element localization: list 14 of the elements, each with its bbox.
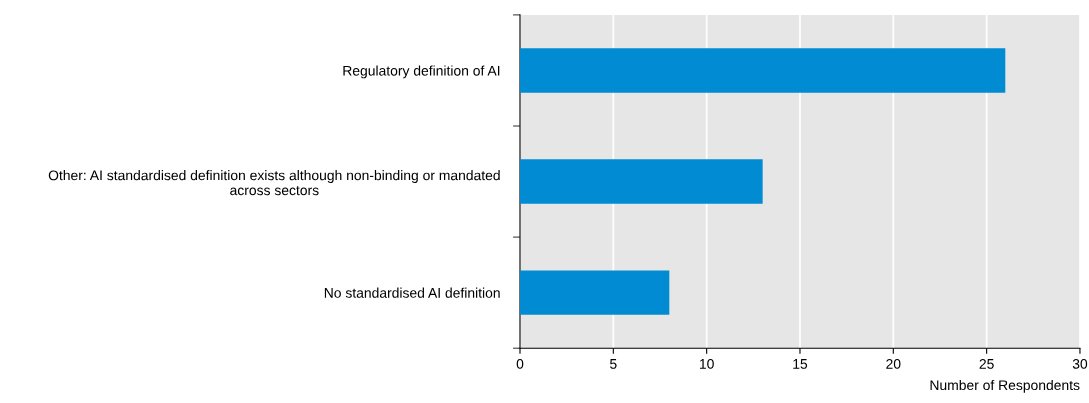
y-tick-label: Other: AI standardised definition exists although non-binding or mandated across sectors: [48, 170, 500, 196]
bar: [520, 270, 670, 315]
bar: [520, 48, 1006, 93]
x-tick-label: 20: [886, 358, 901, 369]
y-tick-label: No standardised AI definition: [324, 287, 500, 298]
x-tick-label: 10: [699, 358, 714, 369]
x-tick-label: 5: [610, 359, 617, 369]
x-tick-label: 15: [793, 359, 808, 369]
x-tick-label: 0: [516, 358, 524, 369]
x-tick-label: 25: [979, 358, 994, 369]
x-tick-label: 30: [1072, 358, 1088, 369]
y-tick-label: Regulatory definition of AI: [343, 65, 500, 79]
x-axis-title: Number of Respondents: [930, 379, 1080, 393]
bar: [520, 159, 763, 204]
